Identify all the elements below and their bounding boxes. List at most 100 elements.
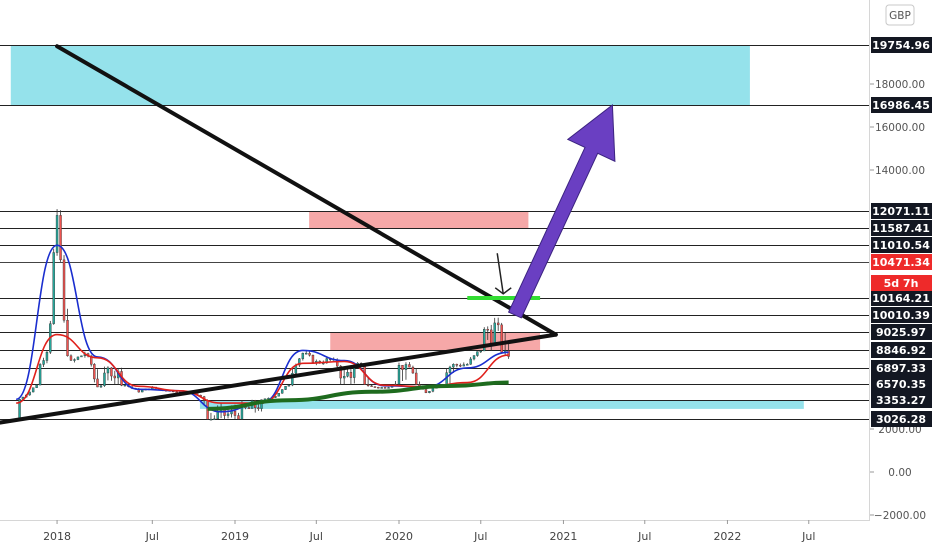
candle-body: [60, 215, 62, 259]
time-tick-label: Jul: [309, 530, 323, 543]
time-tick-label: 2018: [43, 530, 71, 543]
candle-body: [494, 323, 496, 343]
candle-body: [388, 387, 390, 388]
candle-body: [473, 356, 475, 359]
candle-body: [267, 398, 269, 399]
price-tick-label: 0.00: [888, 467, 911, 479]
candle-body: [53, 253, 55, 324]
candle-body: [110, 368, 112, 376]
candle-body: [312, 355, 314, 362]
candle-body: [371, 386, 373, 387]
candle-body: [285, 386, 287, 389]
candle-body: [347, 372, 349, 376]
price-label-5: 10471.34: [872, 256, 930, 269]
candle-body: [32, 388, 34, 392]
candle-body: [227, 414, 229, 416]
candle-body: [46, 352, 48, 360]
price-label-7: 10010.39: [872, 309, 930, 322]
candle-body: [77, 357, 79, 360]
price-tick-label: 16000.00: [875, 122, 925, 134]
time-tick-label: 2021: [549, 530, 577, 543]
candle-body: [237, 416, 239, 420]
price-label-8: 9025.97: [876, 326, 926, 339]
candle-body: [278, 393, 280, 396]
candle-body: [456, 364, 458, 365]
price-label-1: 16986.45: [872, 99, 930, 112]
candle-body: [80, 356, 82, 357]
time-tick-label: 2019: [221, 530, 249, 543]
time-tick-label: Jul: [473, 530, 487, 543]
candle-body: [141, 390, 143, 392]
price-label-2: 12071.11: [872, 205, 930, 218]
candle-body: [124, 385, 126, 386]
candle-body: [367, 385, 369, 386]
candle-body: [425, 389, 427, 392]
candle-body: [449, 367, 451, 373]
candle-body: [470, 359, 472, 364]
candle-body: [97, 379, 99, 387]
candle-body: [490, 330, 492, 343]
price-tick-label: 18000.00: [875, 79, 925, 91]
candle-body: [343, 376, 345, 378]
time-tick-label: Jul: [637, 530, 651, 543]
candle-body: [476, 352, 478, 356]
candle-body: [281, 390, 283, 394]
candle-body: [93, 364, 95, 379]
resistance-zone-0: [11, 45, 750, 105]
candle-body: [415, 373, 417, 385]
candle-body: [305, 353, 307, 354]
candle-body: [234, 411, 236, 415]
candle-body: [103, 373, 105, 386]
candle-body: [412, 367, 414, 373]
candle-body: [374, 387, 376, 388]
candle-body: [408, 364, 410, 367]
currency-label: GBP: [889, 10, 911, 22]
candle-body: [384, 387, 386, 388]
candle-body: [217, 412, 219, 419]
candle-body: [398, 365, 400, 384]
price-label-10: 6897.33: [876, 362, 926, 375]
candle-body: [381, 387, 383, 388]
time-tick-label: Jul: [801, 530, 815, 543]
candle-body: [459, 365, 461, 366]
candle-body: [432, 388, 434, 391]
candle-body: [39, 364, 41, 385]
price-label-6: 10164.21: [872, 292, 930, 305]
time-tick-label: 2022: [713, 530, 741, 543]
price-axis: GBP−2000.000.002000.0014000.0016000.0018…: [870, 0, 932, 550]
candle-body: [463, 365, 465, 366]
price-label-3: 11587.41: [872, 222, 930, 235]
candle-body: [487, 329, 489, 330]
candle-body: [309, 353, 311, 355]
candle-body: [107, 368, 109, 373]
candle-body: [56, 215, 58, 252]
candle-body: [114, 376, 116, 378]
candle-body: [210, 419, 212, 420]
time-tick-label: 2020: [385, 530, 413, 543]
candle-body: [466, 364, 468, 365]
candle-body: [73, 360, 75, 361]
candle-body: [213, 419, 215, 420]
candle-body: [248, 408, 250, 409]
candle-body: [63, 260, 65, 320]
price-label-9: 8846.92: [876, 344, 926, 357]
price-tick-label: 14000.00: [875, 165, 925, 177]
candle-body: [401, 365, 403, 369]
price-label-11: 6570.35: [876, 378, 926, 391]
price-label-13: 3026.28: [876, 413, 926, 426]
candle-body: [264, 399, 266, 400]
resistance-zone-1: [309, 211, 528, 228]
countdown-label: 5d 7h: [884, 277, 919, 290]
candle-body: [100, 386, 102, 387]
candle-body: [405, 364, 407, 369]
candle-body: [497, 323, 499, 325]
candle-body: [43, 360, 45, 364]
candle-body: [428, 391, 430, 393]
time-tick-label: Jul: [145, 530, 159, 543]
price-label-0: 19754.96: [872, 39, 930, 52]
candle-body: [257, 408, 259, 409]
candle-body: [288, 385, 290, 386]
price-label-12: 3353.27: [876, 394, 926, 407]
